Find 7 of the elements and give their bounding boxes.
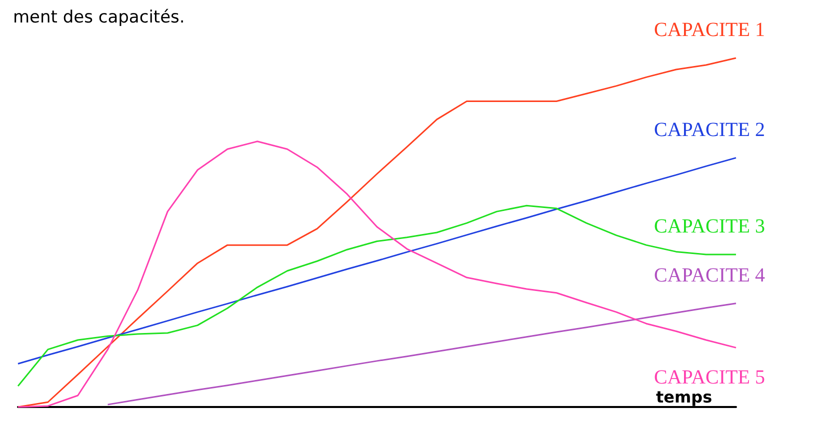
series-label: CAPACITE 3	[654, 215, 765, 238]
series-label: CAPACITE 4	[654, 264, 765, 286]
chart-title: ment des capacités.	[13, 8, 185, 28]
x-axis-title: temps	[656, 388, 712, 406]
series-label: CAPACITE 1	[654, 19, 765, 41]
series-label: CAPACITE 5	[654, 366, 765, 389]
series-label: CAPACITE 2	[654, 118, 765, 141]
